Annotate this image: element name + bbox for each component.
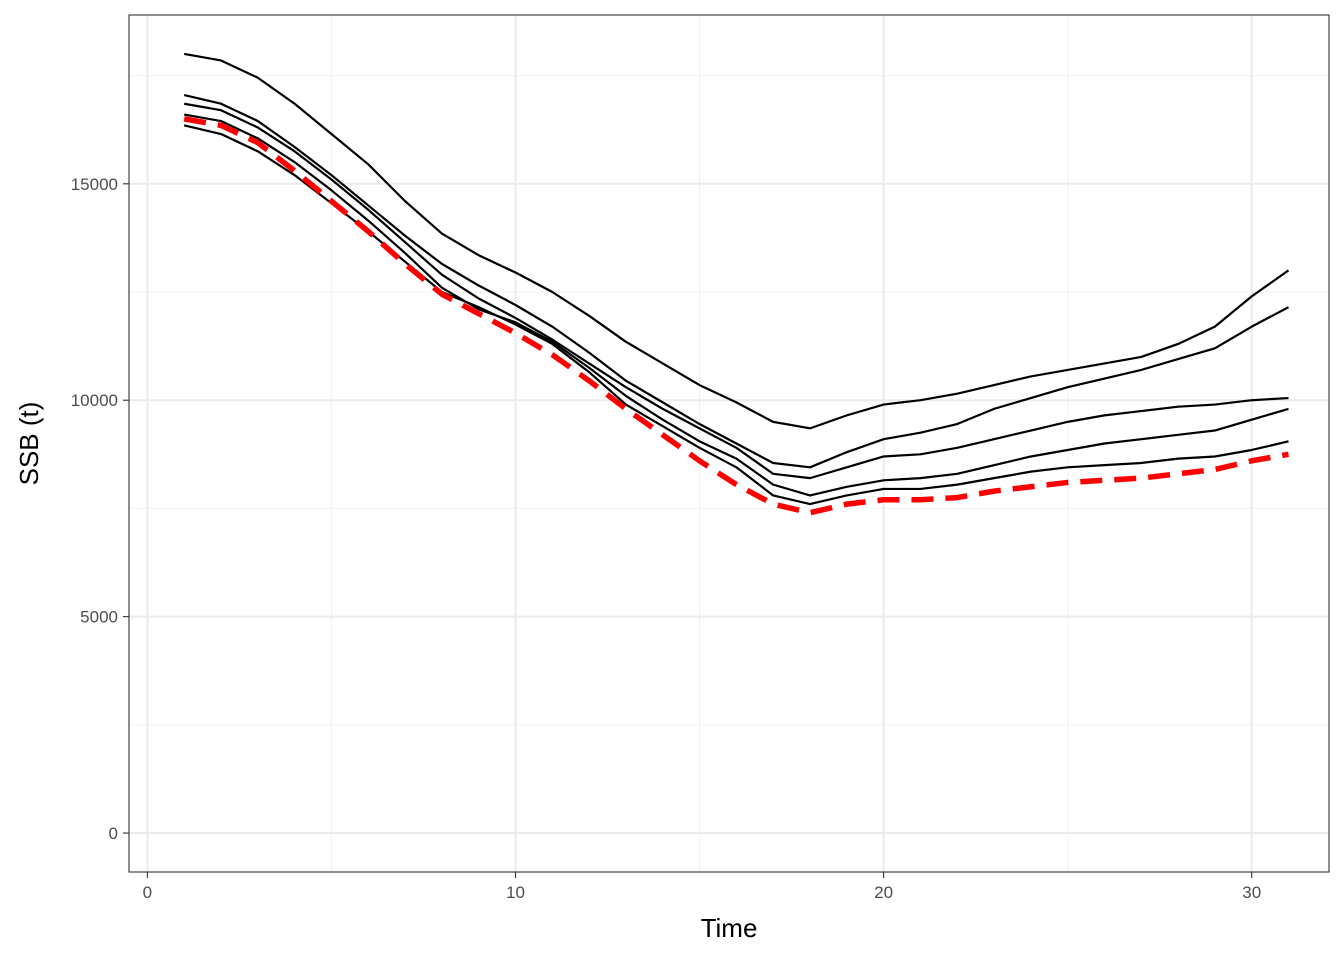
- x-tick-label: 10: [506, 883, 525, 902]
- x-tick-label: 0: [143, 883, 152, 902]
- series-line-3: [184, 102, 1289, 480]
- y-tick-label: 5000: [80, 608, 118, 627]
- x-axis-title: Time: [701, 913, 758, 943]
- series-line-4: [184, 113, 1289, 497]
- x-tick-label: 30: [1242, 883, 1261, 902]
- y-tick-label: 15000: [71, 175, 118, 194]
- y-axis-title: SSB (t): [14, 402, 44, 486]
- series-layer: [183, 52, 1290, 516]
- y-tick-label: 10000: [71, 391, 118, 410]
- axes: 0 10 20 30 0 5000 10000 15000: [71, 175, 1261, 902]
- panel-border: [128, 14, 1330, 873]
- series-line-dashed: [183, 116, 1289, 516]
- y-tick-label: 0: [109, 824, 118, 843]
- x-tick-label: 20: [874, 883, 893, 902]
- series-line-1: [184, 52, 1290, 430]
- series-line-2: [183, 93, 1290, 469]
- grid: [129, 15, 1329, 872]
